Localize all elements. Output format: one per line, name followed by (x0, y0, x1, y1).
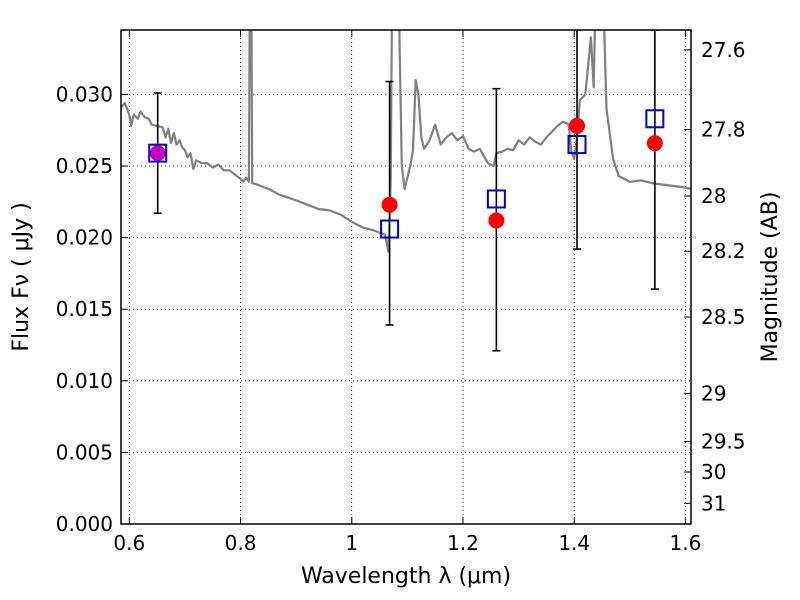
data-point-circle (488, 212, 505, 229)
model-point-square (148, 143, 168, 163)
x-tick-label: 1 (345, 531, 358, 555)
data-point-circle (149, 145, 166, 162)
right-tick-label: 29.5 (701, 430, 746, 454)
plot-frame (120, 29, 692, 525)
right-axis-label: Magnitude (AB) (758, 192, 783, 363)
data-point-circle (646, 135, 663, 152)
y-tick-label: 0.020 (56, 226, 113, 250)
x-tick-label: 1.2 (447, 531, 479, 555)
model-point-square (645, 109, 665, 129)
right-tick-label: 28 (701, 184, 726, 208)
right-tick-label: 27.6 (701, 38, 746, 62)
plot-area (121, 30, 691, 524)
y-tick-label: 0.025 (56, 154, 113, 178)
plot-content (121, 30, 691, 352)
y-tick-label: 0.010 (56, 369, 113, 393)
model-point-square (486, 189, 506, 209)
model-point-square (380, 219, 400, 239)
x-tick-label: 1.4 (558, 531, 590, 555)
right-tick-label: 29 (701, 381, 726, 405)
x-tick-label: 0.8 (225, 531, 257, 555)
right-tick-label: 28.5 (701, 305, 746, 329)
y-axis-label: Flux Fν ( μJy ) (9, 202, 34, 351)
model-point-square (567, 135, 587, 155)
right-tick-label: 27.8 (701, 118, 746, 142)
data-point-circle (381, 196, 398, 213)
x-axis-label: Wavelength λ (μm) (301, 564, 511, 589)
y-tick-label: 0.005 (56, 440, 113, 464)
right-tick-label: 28.2 (701, 239, 746, 263)
y-tick-label: 0.030 (56, 82, 113, 106)
x-tick-label: 0.6 (113, 531, 145, 555)
spectrum-line (121, 30, 691, 253)
y-tick-label: 0.000 (56, 512, 113, 536)
y-tick-label: 0.015 (56, 297, 113, 321)
right-tick-label: 31 (701, 491, 726, 515)
x-tick-label: 1.6 (670, 531, 702, 555)
data-point-circle (569, 117, 585, 134)
right-tick-label: 30 (701, 460, 726, 484)
axes: 0.6 0.8 1 1.2 1.4 1.6 0.000 0.005 0.010 0.015 0.02… (56, 30, 746, 555)
